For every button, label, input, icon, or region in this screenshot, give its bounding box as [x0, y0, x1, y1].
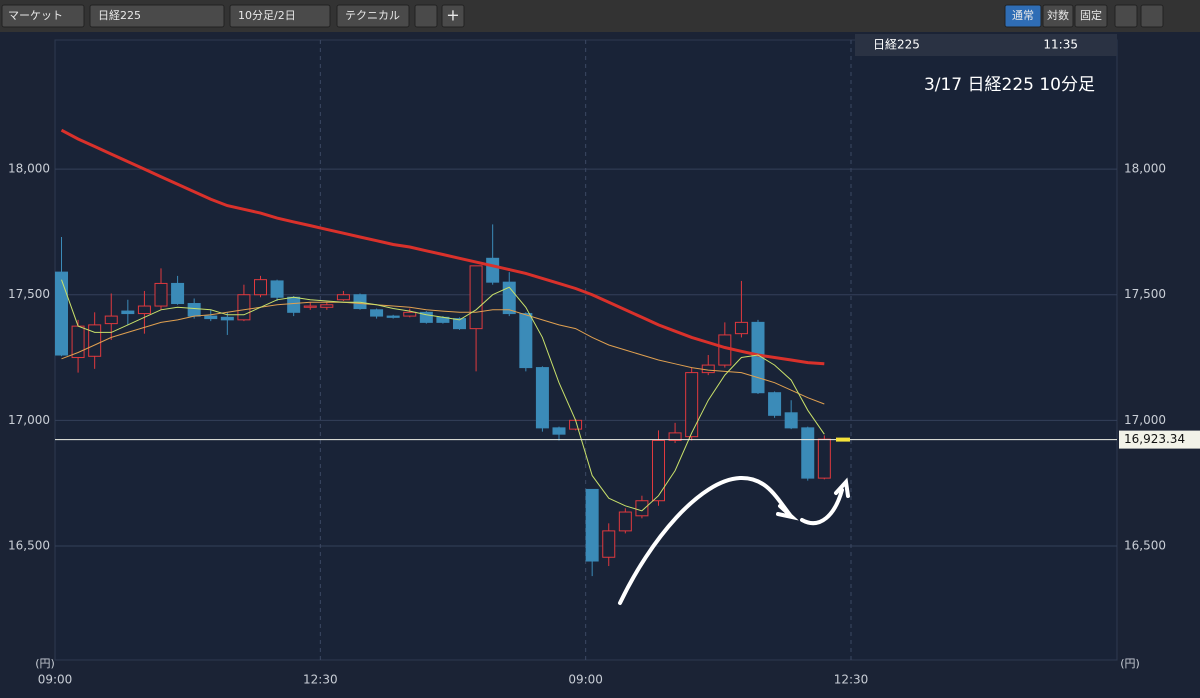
moving-average-line — [61, 279, 825, 512]
undo-button[interactable] — [1114, 4, 1138, 28]
y-tick-label-right: 18,000 — [1124, 162, 1166, 176]
technical-button[interactable] — [336, 4, 410, 28]
candle-body — [635, 500, 649, 517]
add-button[interactable] — [441, 4, 465, 28]
x-tick-label: 09:00 — [568, 673, 603, 687]
candle-body — [386, 315, 400, 318]
marks: 16,500 16,500 17,000 17,000 17,500 17,500 18,0… — [8, 40, 1200, 687]
info-time: 11:35 — [1043, 38, 1078, 52]
candle-body — [784, 412, 798, 429]
candle-body — [104, 315, 118, 325]
candle-body — [237, 294, 251, 321]
candle-body — [701, 364, 715, 374]
candle-body — [403, 311, 417, 317]
candle-body — [419, 311, 433, 323]
candle-body — [187, 303, 201, 317]
market-select[interactable] — [1, 4, 85, 28]
collapse-button[interactable] — [1140, 4, 1164, 28]
moving-average-line — [60, 128, 825, 366]
candle-body — [801, 427, 815, 479]
y-unit-right: (円) — [1120, 657, 1140, 670]
candle-body — [734, 321, 748, 335]
candle-body — [370, 309, 384, 317]
candle-body — [220, 316, 234, 321]
candle-body — [121, 310, 135, 315]
candle-body — [486, 257, 500, 283]
price-label: 16,923.34 — [1124, 432, 1185, 446]
candle-body — [453, 318, 466, 330]
x-tick-label: 12:30 — [303, 673, 338, 687]
y-unit-left: (円) — [35, 657, 55, 670]
chart-title: 3/17 日経225 10分足 — [924, 75, 1095, 95]
candle-body — [685, 372, 699, 438]
y-tick-label-left: 17,000 — [8, 413, 50, 427]
candle-body — [154, 282, 168, 307]
candle-body — [602, 530, 616, 558]
candle-body — [287, 296, 301, 313]
y-tick-label-right: 16,500 — [1124, 538, 1166, 552]
plot-area — [54, 39, 1118, 661]
candle-body — [502, 281, 516, 315]
candle-body — [535, 367, 549, 429]
moving-average-line — [61, 301, 825, 405]
market[interactable]: マーケット — [8, 9, 63, 22]
candle-body — [303, 305, 317, 308]
candle-body — [618, 511, 632, 532]
mode-normal-button[interactable] — [1004, 4, 1042, 28]
y-tick-label-right: 17,500 — [1124, 287, 1166, 301]
info-symbol: 日経225 — [873, 38, 920, 52]
y-tick-label-left: 18,000 — [8, 162, 50, 176]
candle-body — [88, 324, 102, 357]
candle-body — [320, 304, 334, 308]
add-icon[interactable]: + — [446, 6, 459, 25]
info-bar — [855, 34, 1117, 56]
candle-body — [768, 392, 782, 416]
candle-body — [469, 265, 483, 330]
candle-body — [519, 313, 533, 369]
candle-body — [552, 427, 566, 435]
mode-normal[interactable]: 通常 — [1012, 9, 1034, 22]
price-label-box — [1119, 430, 1200, 449]
y-tick-label-left: 17,500 — [8, 287, 50, 301]
candle-body — [353, 294, 367, 310]
technical[interactable]: テクニカル — [345, 9, 400, 22]
mode-fixed[interactable]: 固定 — [1080, 8, 1102, 22]
candle-body — [55, 271, 68, 356]
candle-body — [254, 279, 267, 296]
mode-fixed-button[interactable] — [1074, 4, 1108, 28]
symbol[interactable]: 日経225 — [98, 9, 141, 22]
candle-body — [668, 432, 682, 441]
draw-button[interactable] — [414, 4, 438, 28]
candle-body — [204, 315, 218, 320]
candle-body — [270, 280, 284, 298]
x-tick-label: 12:30 — [834, 673, 869, 687]
period-select[interactable] — [229, 4, 331, 28]
annotation-arrow — [618, 475, 850, 605]
candle-body — [817, 438, 831, 479]
y-tick-label-right: 17,000 — [1124, 413, 1166, 427]
period[interactable]: 10分足/2日 — [238, 9, 296, 22]
candle-body — [751, 321, 765, 394]
symbol-select[interactable] — [89, 4, 225, 28]
candle-body — [652, 439, 665, 502]
x-tick-label: 09:00 — [38, 673, 73, 687]
mode-log-button[interactable] — [1042, 4, 1074, 28]
mode-log[interactable]: 対数 — [1047, 8, 1069, 22]
toolbar: マーケット 日経225 10分足/2日 テクニカル + 通常 対数 固定 — [0, 0, 1200, 32]
candle-body — [171, 282, 185, 305]
candle-body — [336, 294, 350, 301]
y-tick-label-left: 16,500 — [8, 538, 50, 552]
candle-body — [137, 305, 151, 315]
price-marker — [836, 437, 850, 442]
candle-body — [585, 488, 599, 562]
